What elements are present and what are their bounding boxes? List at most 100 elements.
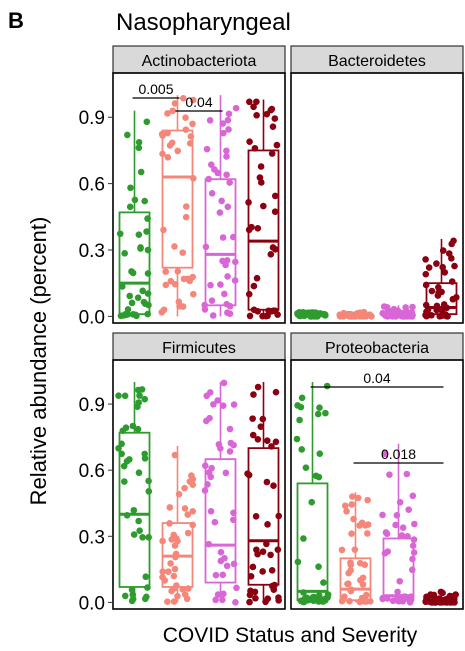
data-point	[398, 532, 406, 539]
data-point	[122, 424, 130, 432]
data-point	[182, 114, 189, 121]
data-point	[141, 595, 149, 603]
facet-0: Actinobacteriota 0.0 0.3 0.6 0.9 0.005 0.04	[79, 45, 286, 328]
box-group-4	[245, 98, 281, 320]
data-point	[247, 572, 255, 580]
data-point	[246, 138, 253, 146]
data-point	[445, 250, 453, 257]
chart-title: Nasopharyngeal	[116, 9, 291, 36]
data-point	[170, 572, 178, 580]
data-point	[247, 587, 254, 595]
data-point	[189, 96, 197, 104]
data-point	[220, 129, 227, 137]
data-point	[182, 213, 190, 221]
box-iqr	[247, 447, 280, 586]
data-point	[409, 303, 416, 311]
data-point	[224, 116, 232, 124]
data-point	[141, 197, 149, 205]
data-point	[124, 131, 131, 139]
data-point	[409, 492, 417, 500]
box-iqr	[204, 458, 237, 584]
data-point	[450, 237, 457, 245]
data-point	[225, 126, 232, 133]
data-point	[271, 192, 279, 200]
data-point	[257, 163, 265, 170]
data-point	[141, 450, 148, 458]
data-point	[128, 586, 136, 594]
y-tick-label: 0.6	[79, 461, 105, 482]
box-group-3	[379, 303, 416, 320]
data-point	[143, 118, 151, 126]
data-point	[217, 548, 225, 556]
data-point	[427, 591, 434, 598]
data-point	[315, 473, 323, 481]
data-point	[250, 391, 257, 398]
box-iqr	[247, 149, 280, 311]
data-point	[250, 103, 257, 111]
data-point	[260, 202, 267, 210]
data-point	[184, 511, 192, 518]
data-point	[363, 591, 370, 599]
data-point	[347, 566, 354, 574]
data-point	[167, 560, 174, 567]
box-group-4	[422, 588, 459, 606]
data-point	[121, 250, 128, 257]
data-point	[364, 530, 371, 537]
data-point	[249, 563, 257, 571]
data-point	[403, 470, 411, 478]
box-group-1	[116, 110, 152, 320]
data-point	[253, 98, 260, 106]
data-point	[223, 147, 230, 155]
data-point	[346, 597, 353, 605]
data-point	[221, 290, 228, 298]
data-point	[221, 554, 228, 562]
data-point	[272, 388, 280, 396]
panel-letter: B	[8, 8, 24, 33]
data-point	[223, 171, 230, 179]
data-point	[216, 209, 224, 216]
y-tick-label: 0.9	[79, 395, 105, 416]
data-point	[392, 521, 399, 529]
facet-panel-border	[290, 359, 464, 610]
data-point	[308, 498, 315, 506]
data-point	[223, 153, 230, 160]
data-point	[296, 416, 303, 424]
data-point	[396, 577, 404, 585]
data-point	[134, 403, 141, 411]
facet-2: Firmicutes 0.0 0.3 0.6 0.9	[79, 332, 286, 614]
data-point	[206, 117, 214, 124]
data-point	[209, 312, 217, 319]
data-point	[409, 555, 416, 563]
data-point	[121, 392, 129, 400]
box-iqr	[382, 537, 415, 602]
data-point	[217, 281, 224, 288]
data-point	[271, 208, 279, 216]
data-point	[219, 234, 227, 241]
data-point	[136, 392, 143, 399]
data-point	[381, 450, 389, 458]
data-point	[360, 598, 368, 605]
data-point	[254, 435, 262, 443]
box-group-2	[158, 95, 197, 317]
data-point	[171, 565, 179, 573]
data-point	[293, 435, 301, 443]
data-point	[214, 397, 221, 404]
data-point	[164, 110, 171, 117]
y-tick-label: 0.3	[79, 241, 105, 262]
y-tick-label: 0.0	[79, 593, 105, 614]
data-point	[272, 245, 279, 253]
y-tick-label: 0.6	[79, 175, 105, 196]
data-point	[174, 147, 182, 155]
box-iqr	[118, 431, 151, 588]
data-point	[314, 410, 322, 418]
data-point	[222, 261, 229, 269]
data-point	[343, 507, 350, 515]
data-point	[177, 302, 185, 310]
data-point	[135, 517, 142, 525]
data-point	[316, 404, 323, 411]
data-point	[263, 478, 271, 486]
data-point	[207, 281, 214, 289]
data-point	[226, 179, 233, 186]
box-group-4	[422, 237, 460, 320]
